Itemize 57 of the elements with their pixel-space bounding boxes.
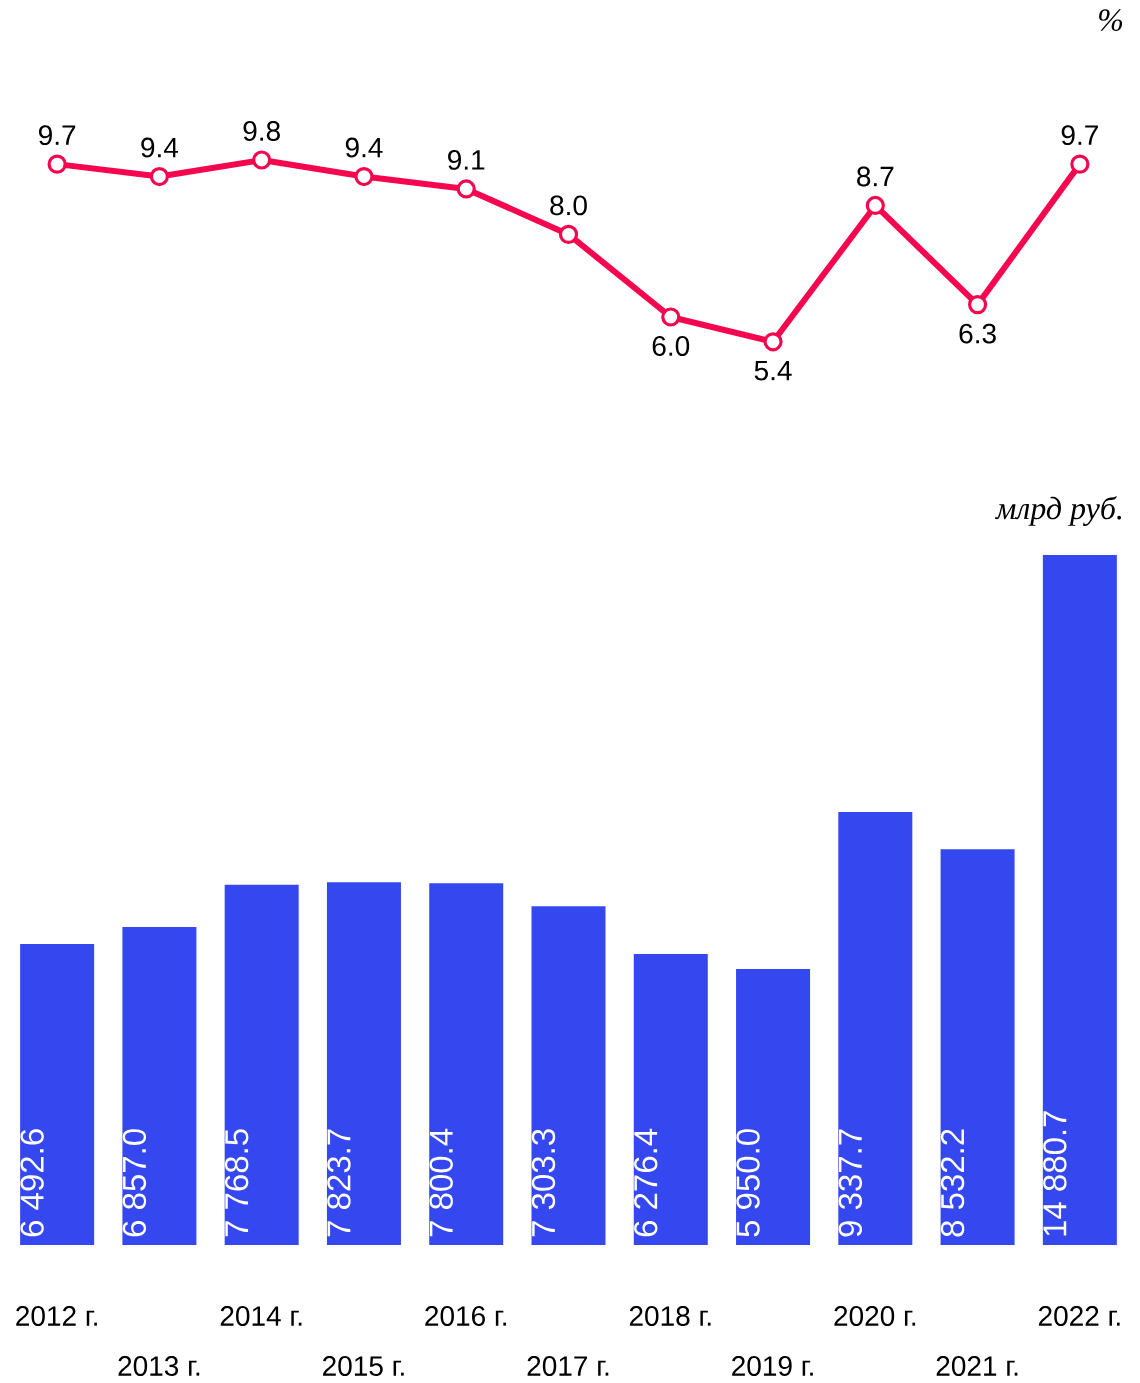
data-label: 7 800.4 (429, 1128, 453, 1237)
bar (122, 927, 197, 1245)
point (558, 224, 579, 244)
bar (429, 883, 504, 1245)
x-tick-label: 2020 г. (834, 1306, 916, 1326)
bar (940, 849, 1015, 1245)
x-tick-label: 2015 г. (323, 1356, 404, 1376)
x-tick-label: 2017 г. (527, 1356, 609, 1376)
data-label: 5 950.0 (736, 1129, 760, 1237)
bar (326, 882, 401, 1245)
data-label: 8 532.2 (940, 1129, 965, 1237)
x-tick-label: 2016 г. (425, 1306, 506, 1326)
bar (633, 953, 708, 1245)
data-label: 7 823.7 (327, 1129, 351, 1237)
bar (224, 884, 299, 1245)
data-label: 7 303.3 (531, 1129, 556, 1237)
bar (736, 969, 811, 1245)
bar (838, 812, 913, 1245)
x-tick-label: 2012 г. (16, 1306, 97, 1326)
x-tick-label: 2013 г. (118, 1356, 200, 1376)
data-label: 14 880.7 (1043, 1111, 1067, 1236)
data-label: 7 768.5 (224, 1129, 249, 1237)
data-label: 6 492.6 (20, 1129, 44, 1237)
bar (20, 943, 95, 1245)
point (47, 154, 67, 174)
point (763, 332, 783, 352)
data-label: 9.8 (243, 121, 280, 141)
x-tick-label: 2021 г. (936, 1356, 1018, 1376)
bar (531, 906, 606, 1245)
point (865, 195, 885, 216)
point (252, 150, 272, 170)
data-label: 9 337.7 (838, 1129, 862, 1237)
y-axis-title: % (1099, 9, 1123, 31)
x-tick-label: 2018 г. (629, 1306, 711, 1326)
data-label: 8.7 (857, 166, 894, 187)
data-label: 6 857.0 (122, 1129, 147, 1237)
data-label: 9.7 (38, 125, 76, 146)
point (1070, 154, 1090, 174)
data-label: 6.0 (652, 336, 690, 356)
data-label: 6 276.4 (634, 1128, 658, 1237)
data-label: 6.3 (959, 323, 996, 344)
point (967, 295, 988, 315)
data-label: 8.0 (550, 195, 587, 216)
data-label: 9.4 (141, 137, 179, 158)
point (354, 166, 374, 187)
y-axis-title: млрд руб. (995, 496, 1122, 526)
bar (1042, 555, 1117, 1245)
data-label: 9.1 (448, 150, 485, 170)
data-label: 9.4 (345, 137, 383, 158)
point (149, 166, 170, 187)
point (661, 307, 681, 327)
x-tick-label: 2022 г. (1038, 1306, 1120, 1326)
point (456, 179, 476, 199)
x-tick-label: 2019 г. (732, 1356, 813, 1376)
x-tick-label: 2014 г. (220, 1306, 302, 1326)
data-label: 9.7 (1061, 125, 1098, 146)
data-label: 5.4 (754, 360, 792, 381)
